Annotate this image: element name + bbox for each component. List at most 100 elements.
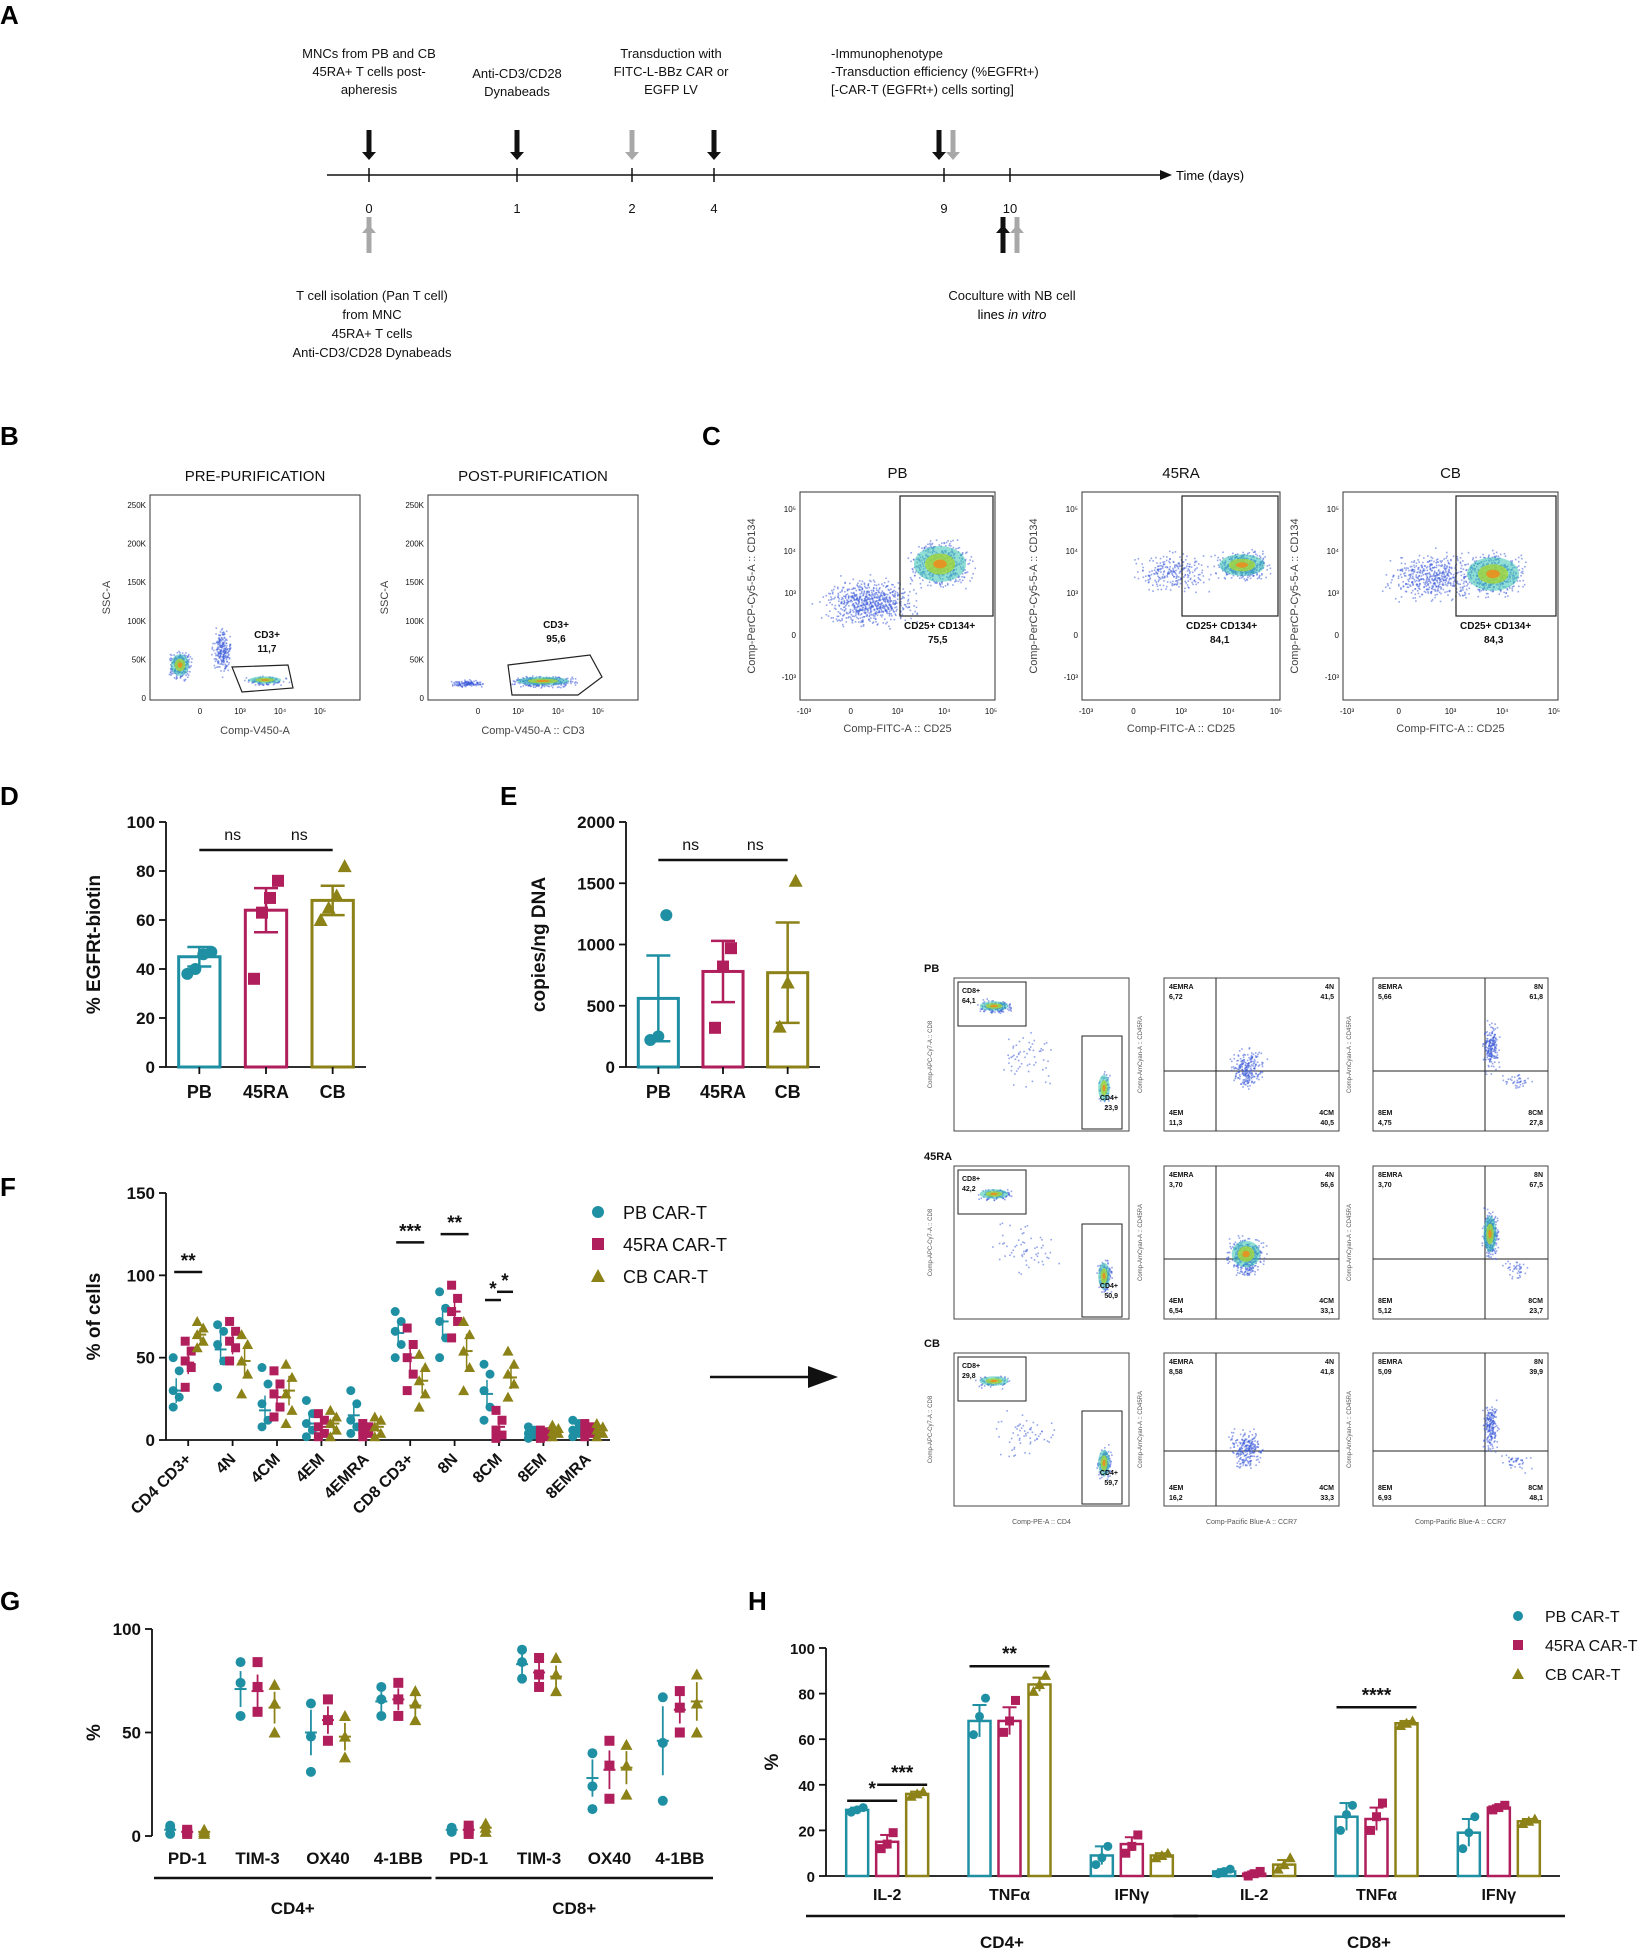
flow-event (476, 681, 478, 684)
flow-event (565, 678, 567, 680)
flow-event (1447, 572, 1449, 575)
y-axis-label: Comp-PerCP-Cy5-5-A :: CD134 (746, 518, 758, 673)
flow-event (472, 682, 474, 685)
flow-event (1172, 560, 1175, 563)
flow-event (1213, 565, 1216, 568)
flow-event (1186, 562, 1189, 565)
flow-event (1244, 579, 1247, 582)
flow-event (1154, 566, 1157, 569)
flow-event (1108, 1100, 1110, 1102)
significance-label: ns (747, 837, 764, 854)
flow-event (870, 608, 872, 610)
flow-event (1445, 583, 1447, 586)
flow-event (1432, 574, 1435, 576)
flow-event (840, 598, 843, 601)
flow-event (532, 684, 535, 687)
flow-event (217, 637, 220, 640)
flow-event (1417, 566, 1420, 569)
flow-event (1444, 568, 1446, 571)
flow-event (1259, 1071, 1262, 1073)
flow-event (220, 661, 223, 664)
flow-event (961, 573, 964, 575)
flow-event (1409, 576, 1412, 578)
data-point (508, 1378, 520, 1389)
flow-event (540, 687, 543, 689)
flow-event (1187, 576, 1189, 579)
flow-event (880, 608, 882, 611)
flow-event (907, 598, 910, 601)
flow-event (853, 615, 855, 618)
flow-event (1030, 1032, 1032, 1034)
flow-event (1251, 548, 1253, 551)
flow-event (1177, 576, 1180, 578)
flow-event (1107, 1076, 1110, 1079)
flow-event (851, 621, 854, 624)
flow-event (929, 540, 932, 542)
flow-event (1467, 551, 1470, 554)
flow-event (837, 615, 840, 618)
x-tick-label: 10⁴ (1222, 707, 1235, 716)
flow-event (888, 625, 890, 628)
flow-event (464, 684, 466, 686)
cd25-cd134-gate (899, 495, 994, 617)
flow-event (1173, 575, 1175, 578)
flow-event (1436, 561, 1439, 563)
flow-event (1440, 592, 1442, 595)
flow-event (217, 666, 220, 668)
flow-event (1237, 1054, 1240, 1057)
cd25-cd134-gate (1181, 495, 1279, 617)
flow-event (226, 639, 228, 642)
flow-event (1434, 594, 1437, 596)
flow-event (1250, 1057, 1252, 1060)
flow-event (853, 599, 856, 601)
flow-event (245, 677, 248, 679)
timeline-tick-label: 1 (513, 201, 520, 216)
flow-event (1412, 568, 1414, 571)
data-point (191, 1315, 203, 1326)
flow-event (896, 594, 899, 597)
flow-event (1238, 1074, 1241, 1076)
flow-event (943, 542, 946, 545)
flow-event (873, 609, 876, 612)
flow-event (945, 541, 948, 544)
flow-event (471, 681, 474, 684)
flow-event (571, 680, 574, 683)
flow-event (1240, 1062, 1243, 1064)
flow-event (999, 1012, 1002, 1015)
flow-event (864, 608, 867, 611)
flow-event (892, 595, 895, 598)
flow-event (1425, 579, 1428, 582)
flow-event (1197, 581, 1199, 584)
day10-arrow-up-black-head (996, 225, 1010, 233)
flow-event (1217, 556, 1220, 559)
flow-event (1440, 577, 1443, 580)
flow-event (1397, 575, 1400, 578)
flow-event (1424, 573, 1427, 575)
flow-event (861, 616, 864, 619)
flow-event (478, 683, 480, 686)
flow-event (929, 584, 932, 587)
x-tick-label: 4CM (248, 1451, 284, 1487)
flow-event (526, 676, 528, 679)
flow-event (1162, 565, 1164, 568)
flow-event (1405, 567, 1408, 569)
flow-event (1252, 1061, 1255, 1063)
flow-event (1254, 1060, 1256, 1062)
data-point (236, 1329, 248, 1340)
flow-event (889, 592, 891, 594)
flow-event (226, 651, 229, 654)
flow-event (1433, 570, 1436, 573)
flow-event (1443, 573, 1446, 576)
flow-event (185, 674, 187, 677)
flow-event (904, 604, 907, 606)
flow-event (1400, 556, 1402, 559)
flow-event (1517, 590, 1520, 593)
flow-event (1405, 590, 1408, 593)
flow-event (1472, 557, 1474, 559)
flow-event (1231, 1060, 1233, 1063)
flow-event (1239, 1067, 1242, 1069)
flow-event (1152, 560, 1154, 562)
data-point (535, 1425, 545, 1435)
flow-event (1423, 565, 1426, 567)
flow-event (1400, 568, 1403, 571)
